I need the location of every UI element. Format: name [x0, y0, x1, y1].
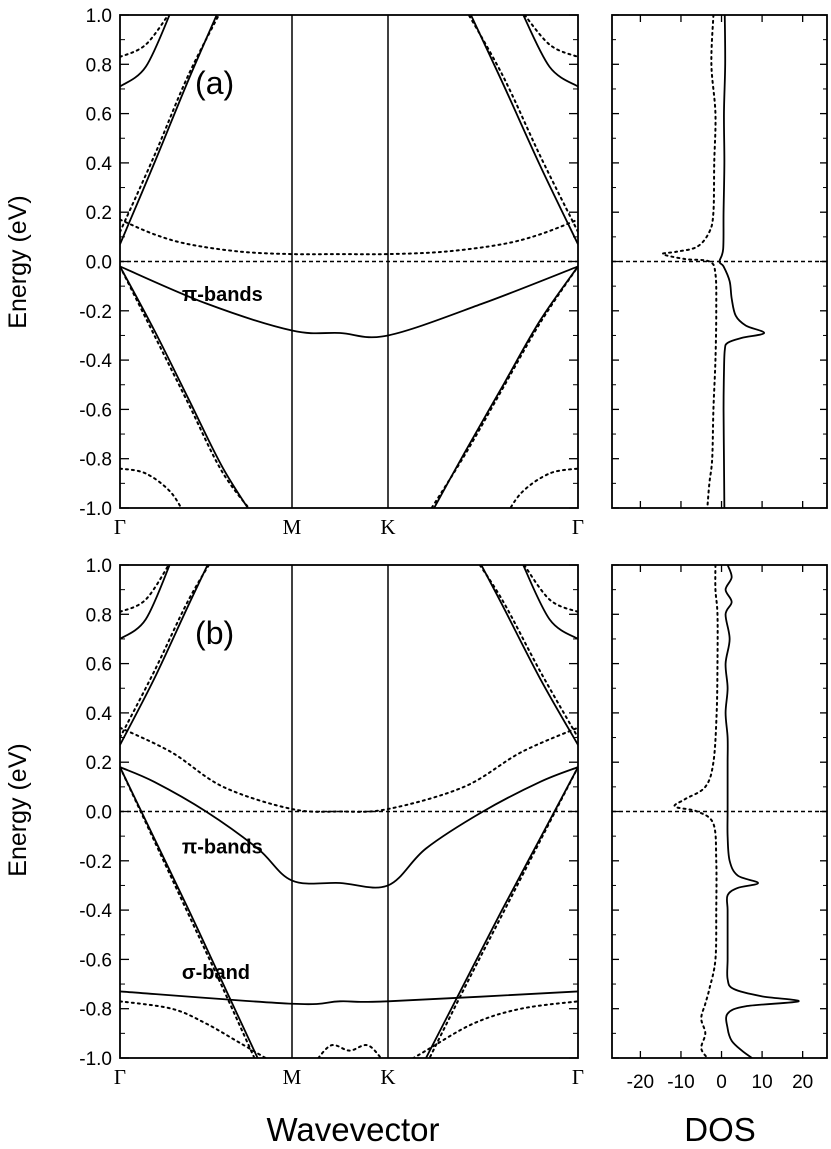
panel-b-ytick-label: -1.0: [79, 1049, 112, 1070]
panel-b-annotation: σ-band: [182, 962, 250, 984]
panel-b-label: (b): [195, 615, 234, 651]
panel-b-ytick-label: 0.2: [86, 753, 112, 774]
panel-b-kpoint-label: Γ: [572, 1065, 584, 1089]
panel-a-band-line-solid: [469, 15, 578, 245]
panel-a-dos-curves: [661, 15, 766, 508]
panel-a-band-line-dotted: [467, 15, 578, 233]
panel-b-band-line-dotted: [317, 1044, 382, 1058]
panel-b-band-line-solid: [120, 990, 578, 1006]
panel-a-band-line-solid: [120, 15, 171, 88]
panel-a-band-line-solid: [522, 15, 578, 88]
panel-a-kpoint-label: K: [380, 515, 395, 539]
panel-a-ytick-label: -0.4: [79, 351, 112, 372]
panel-b-band-line-solid: [120, 766, 259, 1058]
panel-a-band-line-dotted: [523, 15, 578, 58]
panel-b-band-line-dotted: [120, 766, 256, 1058]
panel-a-dos-curve-solid: [718, 15, 766, 508]
wavevector-axis-label: Wavevector: [267, 1111, 440, 1148]
panel-b-kpoint-label: Γ: [114, 1065, 126, 1089]
panel-a-ytick-label: 0.2: [86, 203, 112, 224]
panel-a-band-line-solid: [433, 265, 578, 508]
panel-a-band-frame: [119, 14, 579, 509]
dos-xtick-label: 20: [792, 1072, 813, 1093]
panel-a-dos-curve-dotted: [661, 15, 718, 508]
panel-a-ytick-label: -0.6: [79, 400, 112, 421]
panel-a-kpoint-label: Γ: [572, 515, 584, 539]
dos-xtick-label: -10: [667, 1072, 694, 1093]
panel-a-kpoint-label: Γ: [114, 515, 126, 539]
panel-b-energy-axis-label: Energy (eV): [4, 743, 32, 876]
panel-b-dos-curves: [673, 565, 800, 1058]
panel-b-band-line-dotted: [120, 565, 211, 739]
panel-b-band-line-dotted: [120, 726, 578, 813]
panel-b-band-line-solid: [424, 766, 578, 1058]
panel-a-band-line-dotted: [430, 265, 578, 508]
panel-b-kpoint-label: K: [380, 1065, 395, 1089]
panel-b-dos-frame: [611, 564, 828, 1059]
panel-b-ytick-label: 0.6: [86, 655, 112, 676]
panel-a-band-line-dotted: [120, 265, 251, 508]
panel-a-ytick-label: 0.6: [86, 105, 112, 126]
panel-b-ytick-label: 1.0: [86, 556, 112, 577]
panel-a-ytick-label: 0.8: [86, 55, 112, 76]
panel-b-ytick-label: 0.8: [86, 605, 112, 626]
panel-b-ytick-label: -0.2: [79, 852, 112, 873]
panel-b-dos-curve-solid: [724, 565, 800, 1058]
panel-a-ytick-label: 0.4: [86, 154, 113, 175]
dos-xtick-label: 10: [752, 1072, 773, 1093]
panel-a-annotation: π-bands: [182, 284, 263, 306]
panel-b-kpoint-label: M: [283, 1065, 302, 1089]
panel-b-annotation: π-bands: [182, 836, 263, 858]
panel-a-ytick-label: -0.2: [79, 302, 112, 323]
panel-b-band-line-solid: [120, 565, 171, 640]
panel-b-band-line-dotted: [478, 565, 578, 739]
panel-a-ytick-label: -0.8: [79, 450, 112, 471]
panel-a-band-line-dotted: [509, 467, 578, 508]
panel-a-band-line-solid: [120, 266, 249, 508]
panel-b-band-line-dotted: [120, 1000, 268, 1058]
panel-b-ytick-label: -0.8: [79, 1000, 112, 1021]
panel-a-ytick-label: 0.0: [86, 253, 112, 274]
panel-a-ytick-label: -1.0: [79, 499, 112, 520]
panel-a-band-line-dotted: [120, 218, 578, 256]
panel-a-bands: [120, 15, 578, 508]
dos-xtick-label: 0: [716, 1072, 727, 1093]
panel-b-dos-curve-dotted: [673, 565, 719, 1058]
panel-a-label: (a): [195, 65, 234, 101]
dos-xtick-label: -20: [627, 1072, 654, 1093]
panel-b-ytick-label: 0.0: [86, 803, 112, 824]
panel-b-ytick-label: -0.6: [79, 950, 112, 971]
panel-b-band-line-dotted: [120, 565, 170, 613]
panel-a-ytick-label: 1.0: [86, 6, 112, 27]
panel-a-energy-axis-label: Energy (eV): [4, 195, 32, 328]
panel-a-band-line-solid: [120, 15, 218, 245]
panel-a-kpoint-label: M: [283, 515, 302, 539]
panel-a-band-line-dotted: [120, 15, 170, 58]
panel-a-dos-frame: [611, 14, 828, 509]
panel-b-ytick-label: 0.4: [86, 704, 113, 725]
panel-b-band-line-dotted: [411, 1000, 578, 1058]
panel-b-band-line-dotted: [523, 565, 578, 613]
panel-a-band-line-solid: [120, 265, 578, 339]
panel-b-band-line-solid: [120, 766, 578, 889]
panel-a-band-line-dotted: [120, 467, 183, 508]
plot-layer: 1.00.80.60.40.20.0-0.2-0.4-0.6-0.8-1.0Γ M…: [79, 6, 828, 1093]
panel-b-band-line-solid: [522, 565, 578, 640]
panel-b-band-frame: [119, 564, 579, 1059]
dos-axis-label: DOS: [684, 1111, 756, 1148]
panel-a-band-line-dotted: [120, 15, 221, 233]
panel-b-ytick-label: -0.4: [79, 901, 112, 922]
panel-b-band-line-dotted: [428, 766, 578, 1058]
panel-b-bands: [120, 565, 578, 1058]
